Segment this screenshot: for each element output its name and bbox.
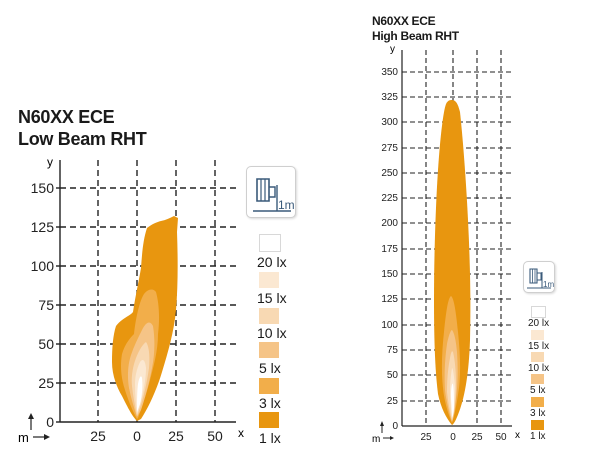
high-beam-title-model: N60XX ECE xyxy=(372,14,436,28)
legend-swatch-15lx xyxy=(259,272,279,288)
legend-label-10lx: 10 lx xyxy=(257,325,287,341)
unit-arrow-right-head-icon xyxy=(390,436,394,440)
legend-label-3lx: 3 lx xyxy=(530,408,546,419)
low-beam-title: N60XX ECE Low Beam RHT xyxy=(18,106,147,150)
low-beam-pattern xyxy=(112,216,178,421)
high-beam-x-tick: 25 xyxy=(420,432,432,443)
low-beam-diagram: y x 150 125 100 75 50 25 0 25 0 25 50 m xyxy=(18,155,244,445)
low-beam-x-axis-label: x xyxy=(238,426,244,440)
unit-arrow-right-head-icon xyxy=(44,434,50,440)
high-beam-y-tick: 350 xyxy=(381,67,398,78)
legend-label-15lx: 15 lx xyxy=(257,290,287,306)
legend-label-5lx: 5 lx xyxy=(530,385,546,396)
high-beam-y-tick: 325 xyxy=(381,92,398,103)
legend-label-3lx: 3 lx xyxy=(259,395,281,411)
high-beam-x-tick: 50 xyxy=(495,432,507,443)
low-beam-y-tick: 25 xyxy=(38,375,54,391)
legend-swatch-1lx xyxy=(259,412,279,428)
low-beam-y-axis-label: y xyxy=(47,155,53,169)
unit-arrow-up-head-icon xyxy=(28,413,34,419)
low-beam-y-tick: 150 xyxy=(31,180,55,196)
high-beam-y-tick: 25 xyxy=(387,396,399,407)
high-beam-legend: 20 lx 15 lx 10 lx 5 lx 3 lx 1 lx xyxy=(528,306,564,446)
high-beam-y-tick: 0 xyxy=(392,421,398,432)
high-beam-x-tick: 0 xyxy=(450,432,456,443)
legend-swatch-3lx xyxy=(259,378,279,394)
low-beam-y-tick: 100 xyxy=(31,258,55,274)
legend-swatch-5lx xyxy=(259,342,279,358)
low-beam-legend: 20 lx 15 lx 10 lx 5 lx 3 lx 1 lx xyxy=(255,234,295,446)
high-beam-title-mode: High Beam RHT xyxy=(372,29,459,43)
legend-swatch-5lx xyxy=(531,374,544,384)
high-beam-axes xyxy=(401,50,512,427)
unit-arrow-up-head-icon xyxy=(380,421,384,426)
high-beam-y-axis-label: y xyxy=(390,44,395,55)
low-beam-axes xyxy=(59,160,236,423)
low-beam-title-model: N60XX ECE xyxy=(18,107,115,127)
high-beam-mount-label: 1m xyxy=(543,280,554,289)
high-beam-y-tick: 75 xyxy=(387,345,399,356)
high-beam-unit-label: m xyxy=(372,434,380,445)
legend-label-15lx: 15 lx xyxy=(528,341,550,352)
high-beam-unit-indicator: m xyxy=(372,421,394,445)
high-beam-y-tick: 200 xyxy=(381,218,398,229)
legend-label-20lx: 20 lx xyxy=(528,318,550,329)
low-beam-y-tick: 125 xyxy=(31,219,55,235)
high-beam-grid xyxy=(402,50,512,426)
low-beam-y-ticks xyxy=(56,187,60,423)
legend-swatch-3lx xyxy=(531,397,544,407)
legend-swatch-10lx xyxy=(531,352,544,362)
low-beam-contour-20lx xyxy=(137,376,143,412)
legend-label-20lx: 20 lx xyxy=(257,254,287,270)
legend-swatch-20lx xyxy=(259,234,281,252)
high-beam-y-tick: 50 xyxy=(387,370,399,381)
legend-swatch-10lx xyxy=(259,308,279,324)
low-beam-x-tick: 25 xyxy=(168,428,184,444)
high-beam-y-tick: 300 xyxy=(381,117,398,128)
low-beam-x-tick: 50 xyxy=(207,428,223,444)
low-beam-x-tick: 25 xyxy=(90,428,106,444)
low-beam-y-tick: 0 xyxy=(46,414,54,430)
low-beam-title-mode: Low Beam RHT xyxy=(18,129,147,149)
high-beam-mount-height-icon: 1m xyxy=(523,261,555,293)
low-beam-mount-label: 1m xyxy=(278,198,295,212)
low-beam-x-tick: 0 xyxy=(133,428,141,444)
high-beam-title: N60XX ECE High Beam RHT xyxy=(372,14,459,44)
low-beam-unit-indicator: m xyxy=(18,413,50,445)
legend-swatch-15lx xyxy=(531,330,544,340)
high-beam-diagram: y x 350 325 300 275 250 225 200 175 150 … xyxy=(372,44,520,445)
high-beam-pattern xyxy=(434,100,471,425)
low-beam-y-tick: 50 xyxy=(38,336,54,352)
legend-swatch-20lx xyxy=(531,306,546,318)
low-beam-y-tick: 75 xyxy=(38,297,54,313)
low-beam-mount-height-icon: 1m xyxy=(246,166,296,218)
high-beam-y-tick: 275 xyxy=(381,143,398,154)
legend-label-5lx: 5 lx xyxy=(259,360,281,376)
high-beam-x-tick: 25 xyxy=(471,432,483,443)
high-beam-y-tick: 125 xyxy=(381,294,398,305)
legend-label-1lx: 1 lx xyxy=(259,430,281,446)
low-beam-unit-label: m xyxy=(18,430,29,445)
legend-label-1lx: 1 lx xyxy=(530,431,546,442)
high-beam-x-axis-label: x xyxy=(515,430,520,441)
high-beam-y-tick: 175 xyxy=(381,244,398,255)
high-beam-contour-20lx xyxy=(451,383,454,418)
legend-label-10lx: 10 lx xyxy=(528,363,550,374)
high-beam-y-tick: 150 xyxy=(381,269,398,280)
high-beam-y-tick: 100 xyxy=(381,320,398,331)
high-beam-y-tick: 250 xyxy=(381,168,398,179)
high-beam-y-tick: 225 xyxy=(381,193,398,204)
legend-swatch-1lx xyxy=(531,420,544,430)
